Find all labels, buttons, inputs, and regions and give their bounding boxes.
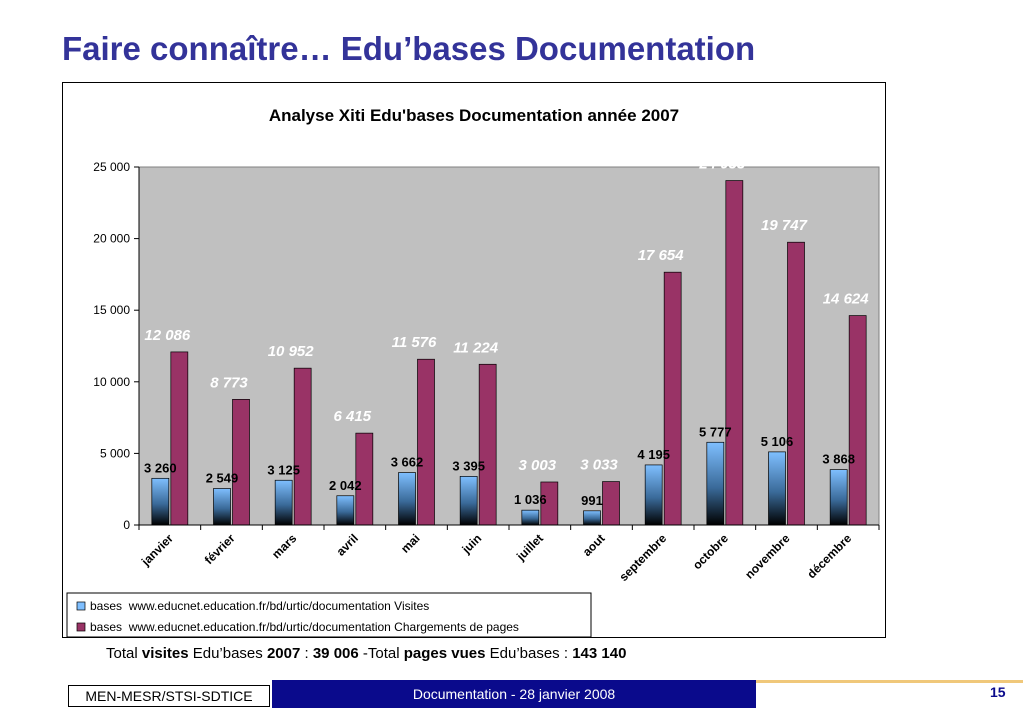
bar-visites-juin bbox=[459, 476, 478, 526]
data-label-visites: 1 036 bbox=[514, 492, 547, 507]
data-label-pages: 8 773 bbox=[210, 374, 248, 391]
totals-summary: Total visites Edu’bases 2007 : 39 006 -T… bbox=[106, 645, 626, 662]
x-tick-label: aout bbox=[580, 531, 608, 559]
data-label-pages: 17 654 bbox=[638, 247, 685, 264]
chart-title: Analyse Xiti Edu'bases Documentation ann… bbox=[269, 106, 679, 125]
footer-organization: MEN-MESR/STSI-SDTICE bbox=[68, 685, 270, 707]
bar-pages-novembre bbox=[787, 241, 805, 526]
bar-pages-aout bbox=[602, 481, 620, 526]
legend-label-pages: bases www.educnet.education.fr/bd/urtic/… bbox=[90, 620, 519, 634]
data-label-pages: 11 224 bbox=[453, 339, 498, 356]
y-tick-label: 20 000 bbox=[93, 232, 130, 246]
summary-pages-vues: pages vues bbox=[403, 645, 486, 662]
legend-swatch-visites bbox=[76, 601, 86, 611]
x-tick-label: octobre bbox=[690, 531, 731, 572]
x-tick-label: avril bbox=[334, 531, 361, 558]
bar-pages-décembre bbox=[848, 315, 867, 526]
bar-pages-mai bbox=[417, 358, 435, 526]
bar-pages-février bbox=[232, 399, 250, 526]
data-label-visites: 2 549 bbox=[206, 470, 239, 485]
data-label-pages: 11 576 bbox=[392, 334, 437, 351]
data-label-pages: 10 952 bbox=[268, 343, 315, 360]
summary-text-5: : bbox=[300, 645, 313, 662]
data-label-visites: 5 777 bbox=[699, 424, 732, 439]
bar-pages-septembre bbox=[663, 271, 682, 526]
bar-visites-octobre bbox=[706, 441, 725, 526]
data-label-visites: 3 125 bbox=[267, 462, 300, 477]
summary-text-9: Edu’bases : bbox=[485, 645, 573, 662]
y-axis: 0 5 000 10 000 15 000 20 000 25 000 bbox=[93, 160, 140, 532]
x-tick-label: mars bbox=[269, 531, 299, 561]
footer-divider bbox=[756, 680, 1023, 683]
legend: bases www.educnet.education.fr/bd/urtic/… bbox=[66, 592, 592, 638]
bar-pages-octobre bbox=[725, 180, 744, 526]
x-tick-label: septembre bbox=[616, 531, 669, 584]
bar-visites-décembre bbox=[829, 469, 848, 526]
footer-document-date: Documentation - 28 janvier 2008 bbox=[272, 680, 756, 708]
y-tick-label: 10 000 bbox=[93, 375, 130, 389]
data-label-pages: 12 086 bbox=[144, 327, 191, 344]
bar-visites-novembre bbox=[768, 451, 786, 526]
data-label-visites: 3 868 bbox=[822, 452, 855, 467]
slide-title: Faire connaître… Edu’bases Documentation bbox=[62, 30, 756, 67]
bar-visites-avril bbox=[336, 495, 355, 526]
bar-visites-janvier bbox=[151, 477, 170, 526]
y-tick-label: 0 bbox=[123, 518, 130, 532]
summary-text-3: Edu’bases bbox=[188, 645, 267, 662]
data-label-visites: 3 662 bbox=[391, 455, 424, 470]
summary-text-1: Total bbox=[106, 645, 142, 662]
data-label-pages: 24 053 bbox=[698, 156, 746, 173]
bar-visites-septembre bbox=[644, 464, 663, 526]
data-label-pages: 3 033 bbox=[580, 457, 618, 474]
y-tick-label: 15 000 bbox=[93, 303, 130, 317]
page-number: 15 bbox=[990, 684, 1006, 700]
data-label-pages: 6 415 bbox=[334, 408, 372, 425]
x-tick-label: juin bbox=[459, 531, 485, 557]
data-label-visites: 3 260 bbox=[144, 460, 177, 475]
legend-swatch-pages bbox=[76, 622, 86, 632]
summary-pages-total: 143 140 bbox=[572, 645, 627, 662]
data-label-visites: 2 042 bbox=[329, 478, 362, 493]
bar-visites-aout bbox=[583, 510, 601, 526]
legend-box bbox=[66, 592, 592, 638]
x-tick-label: février bbox=[202, 531, 238, 567]
data-labels-group: 3 260 12 086 2 549 8 773 3 125 10 952 2 042 6 4… bbox=[144, 156, 869, 508]
bar-pages-janvier bbox=[170, 351, 189, 526]
summary-visites-total: 39 006 bbox=[312, 645, 359, 662]
data-label-pages: 3 003 bbox=[519, 457, 557, 474]
x-tick-label: décembre bbox=[804, 531, 854, 581]
plot-area bbox=[138, 166, 880, 526]
bar-visites-février bbox=[213, 488, 231, 526]
data-label-visites: 991 bbox=[581, 493, 603, 508]
x-tick-label: juillet bbox=[513, 531, 546, 564]
legend-label-visites: bases www.educnet.education.fr/bd/urtic/… bbox=[90, 599, 429, 613]
bars-group bbox=[151, 180, 867, 526]
data-label-visites: 5 106 bbox=[761, 434, 794, 449]
summary-year: 2007 bbox=[266, 645, 301, 662]
chart-frame: Analyse Xiti Edu'bases Documentation ann… bbox=[62, 82, 886, 638]
bar-chart: Analyse Xiti Edu'bases Documentation ann… bbox=[66, 106, 880, 638]
bar-visites-mars bbox=[274, 479, 293, 526]
data-label-pages: 14 624 bbox=[823, 291, 870, 308]
bar-pages-juin bbox=[478, 363, 497, 526]
bar-visites-juillet bbox=[521, 509, 540, 526]
bar-visites-mai bbox=[398, 472, 416, 526]
y-tick-label: 5 000 bbox=[100, 446, 130, 460]
x-tick-label: janvier bbox=[138, 531, 176, 569]
y-tick-label: 25 000 bbox=[93, 160, 130, 174]
summary-visites: visites bbox=[141, 645, 189, 662]
summary-text-7: -Total bbox=[358, 645, 404, 662]
bar-pages-mars bbox=[293, 367, 312, 526]
x-tick-label: mai bbox=[398, 531, 423, 556]
data-label-visites: 4 195 bbox=[637, 447, 670, 462]
x-tick-label: novembre bbox=[742, 531, 793, 582]
x-axis: janvier février mars avril mai juin juillet aou… bbox=[138, 524, 880, 584]
data-label-pages: 19 747 bbox=[761, 217, 808, 234]
data-label-visites: 3 395 bbox=[452, 458, 485, 473]
